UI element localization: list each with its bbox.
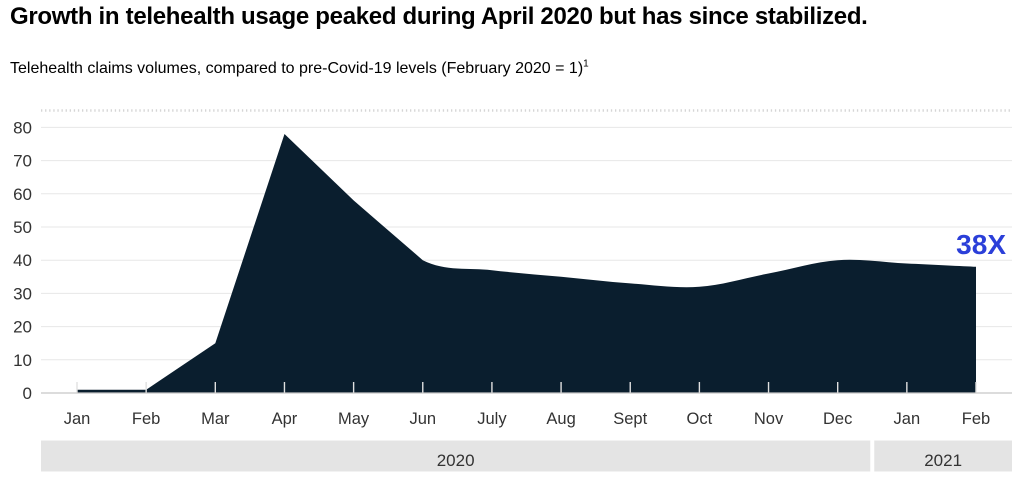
area-series	[77, 134, 976, 393]
y-tick-label: 10	[13, 351, 32, 370]
x-tick-label: Aug	[546, 410, 575, 428]
y-tick-label: 0	[23, 384, 32, 403]
y-tick-label: 20	[13, 318, 32, 337]
x-tick-label: Feb	[962, 410, 990, 428]
x-tick-label: Feb	[132, 410, 160, 428]
footnote-marker: 1	[583, 58, 589, 70]
y-tick-label: 30	[13, 284, 32, 303]
latest-value-annotation: 38X	[956, 229, 1006, 260]
y-tick-label: 40	[13, 251, 32, 270]
x-tick-label: Oct	[687, 410, 713, 428]
x-tick-label: Jun	[409, 410, 436, 428]
x-tick-label: Mar	[201, 410, 230, 428]
x-tick-label: Jan	[64, 410, 91, 428]
x-tick-label: Sept	[613, 410, 647, 428]
year-band	[41, 440, 871, 472]
y-tick-label: 50	[13, 218, 32, 237]
chart-subtitle: Telehealth claims volumes, compared to p…	[10, 58, 589, 78]
year-band	[874, 440, 1012, 472]
x-tick-label: Apr	[272, 410, 298, 428]
x-tick-label: July	[477, 410, 507, 428]
x-tick-label: May	[338, 410, 370, 428]
chart-title: Growth in telehealth usage peaked during…	[10, 3, 868, 30]
y-tick-label: 70	[13, 152, 32, 171]
chart-subtitle-text: Telehealth claims volumes, compared to p…	[10, 60, 584, 77]
x-tick-label: Nov	[754, 410, 784, 428]
year-band-label: 2021	[924, 451, 962, 470]
y-tick-label: 60	[13, 185, 32, 204]
y-tick-label: 80	[13, 118, 32, 137]
year-band-label: 2020	[437, 451, 475, 470]
x-tick-label: Dec	[823, 410, 852, 428]
x-tick-label: Jan	[894, 410, 921, 428]
